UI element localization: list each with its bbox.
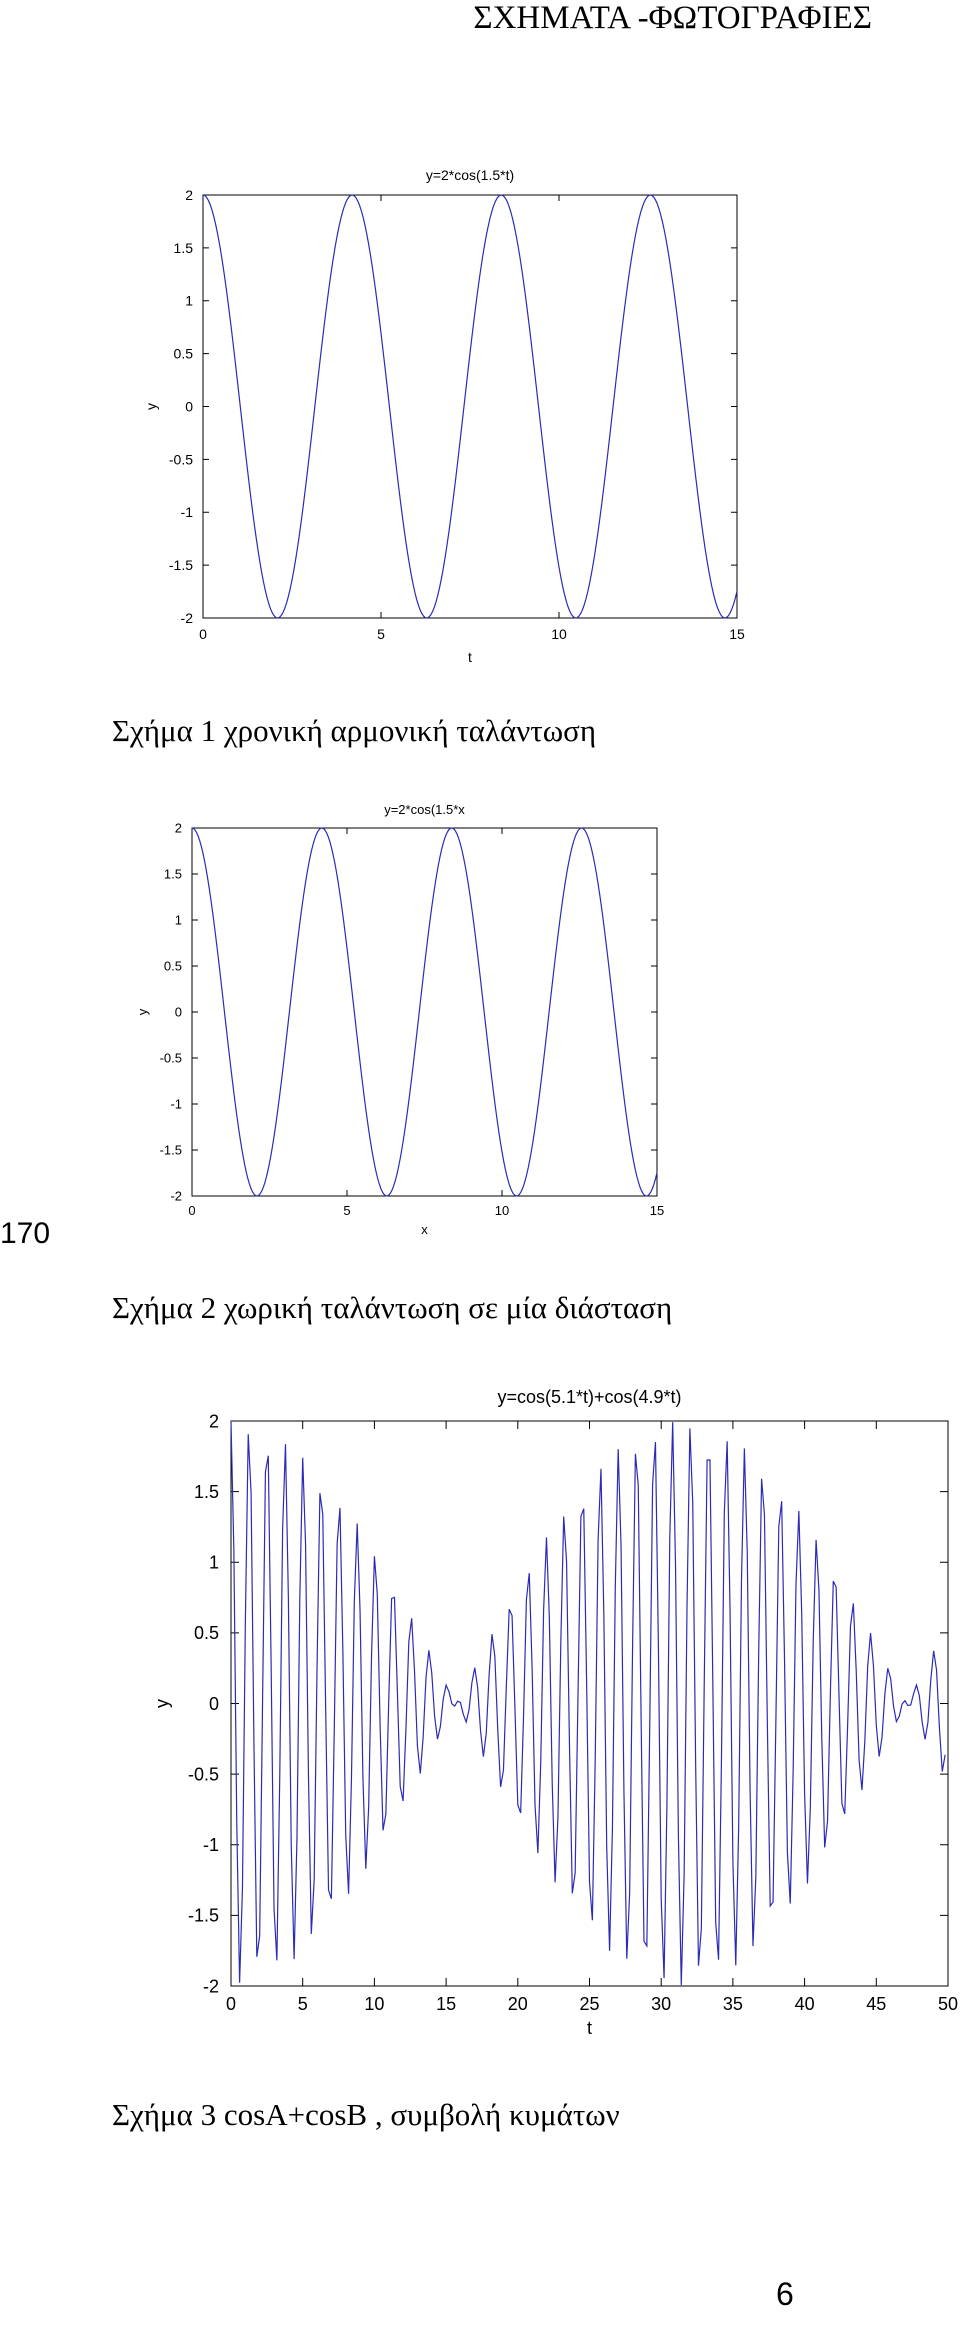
x-tick-label: 10 bbox=[551, 626, 567, 642]
y-tick-label: 1 bbox=[209, 1553, 219, 1573]
x-tick-label: 0 bbox=[226, 1994, 236, 2014]
x-tick-label: 15 bbox=[729, 626, 745, 642]
series-line bbox=[202, 194, 738, 619]
y-tick-label: 0.5 bbox=[174, 346, 194, 362]
series-line bbox=[230, 1420, 946, 1986]
x-tick-label: 35 bbox=[723, 1994, 743, 2014]
y-tick-label: 1 bbox=[175, 913, 182, 928]
x-tick-label: 15 bbox=[436, 1994, 456, 2014]
y-axis-label: y bbox=[143, 403, 159, 410]
y-tick-label: 2 bbox=[209, 1411, 219, 1431]
y-tick-label: 1.5 bbox=[194, 1482, 219, 1502]
x-tick-label: 25 bbox=[579, 1994, 599, 2014]
y-axis-label: y bbox=[135, 1008, 150, 1015]
y-tick-label: 0.5 bbox=[194, 1623, 219, 1643]
x-tick-label: 5 bbox=[377, 626, 385, 642]
page-number: 6 bbox=[776, 2276, 794, 2312]
y-tick-label: -1.5 bbox=[169, 557, 193, 573]
x-tick-label: 5 bbox=[343, 1203, 350, 1218]
y-tick-label: -1.5 bbox=[188, 1906, 219, 1926]
y-tick-label: 0 bbox=[185, 398, 193, 414]
x-tick-label: 45 bbox=[866, 1994, 886, 2014]
x-tick-label: 0 bbox=[199, 626, 207, 642]
series-line bbox=[191, 827, 658, 1197]
y-tick-label: 1.5 bbox=[164, 867, 182, 882]
y-tick-label: -1 bbox=[170, 1097, 182, 1112]
y-tick-label: -2 bbox=[170, 1189, 182, 1204]
x-tick-label: 20 bbox=[508, 1994, 528, 2014]
x-tick-label: 30 bbox=[651, 1994, 671, 2014]
x-axis-label: t bbox=[468, 649, 472, 665]
figure1-caption: Σχήμα 1 χρονική αρμονική ταλάντωση bbox=[112, 713, 597, 748]
chart-title: y=cos(5.1*t)+cos(4.9*t) bbox=[497, 1387, 681, 1407]
page-header-title: ΣΧΗΜΑΤΑ -ΦΩΤΟΓΡΑΦΙΕΣ bbox=[473, 0, 872, 36]
y-tick-label: -0.5 bbox=[169, 451, 193, 467]
side-page-number: 170 bbox=[0, 1217, 51, 1250]
chart-title: y=2*cos(1.5*x bbox=[384, 802, 465, 817]
x-tick-label: 50 bbox=[938, 1994, 958, 2014]
y-tick-label: 2 bbox=[185, 187, 193, 203]
y-tick-label: 2 bbox=[175, 821, 182, 836]
chart-title: y=2*cos(1.5*t) bbox=[426, 167, 514, 183]
y-tick-label: 0 bbox=[209, 1694, 219, 1714]
x-axis-label: t bbox=[587, 2018, 592, 2038]
figure3-caption: Σχήμα 3 cosA+cosB , συμβολή κυμάτων bbox=[112, 2097, 620, 2132]
y-tick-label: -2 bbox=[181, 610, 194, 626]
plot-frame bbox=[230, 1420, 949, 1987]
y-axis-label: y bbox=[152, 1699, 172, 1708]
y-tick-label: -0.5 bbox=[188, 1764, 219, 1784]
y-tick-label: -1 bbox=[181, 504, 194, 520]
x-axis-label: x bbox=[421, 1222, 428, 1237]
x-tick-label: 40 bbox=[795, 1994, 815, 2014]
y-tick-label: -1.5 bbox=[160, 1143, 182, 1158]
y-tick-label: -2 bbox=[203, 1976, 219, 1996]
x-tick-label: 10 bbox=[364, 1994, 384, 2014]
x-tick-label: 5 bbox=[298, 1994, 308, 2014]
y-tick-label: 1.5 bbox=[174, 240, 194, 256]
figure2-caption: Σχήμα 2 χωρική ταλάντωση σε μία διάσταση bbox=[112, 1290, 673, 1325]
y-tick-label: 1 bbox=[185, 293, 193, 309]
y-tick-label: -1 bbox=[203, 1835, 219, 1855]
x-tick-label: 10 bbox=[495, 1203, 509, 1218]
x-tick-label: 0 bbox=[188, 1203, 195, 1218]
y-tick-label: 0.5 bbox=[164, 959, 182, 974]
y-tick-label: -0.5 bbox=[160, 1051, 182, 1066]
x-tick-label: 15 bbox=[650, 1203, 664, 1218]
y-tick-label: 0 bbox=[175, 1005, 182, 1020]
